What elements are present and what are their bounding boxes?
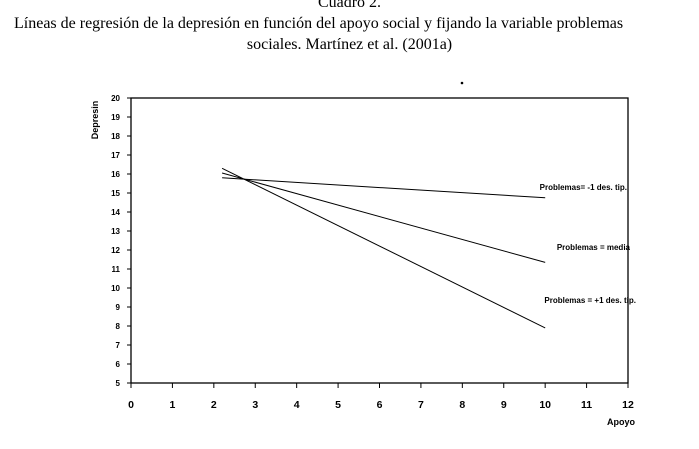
x-tick-label: 10 <box>539 399 551 411</box>
x-tick-label: 4 <box>294 399 300 411</box>
y-tick-label: 5 <box>116 379 121 388</box>
x-tick-label: 5 <box>335 399 341 411</box>
y-tick-label: 17 <box>111 151 120 160</box>
figure-caption-title: Cuadro 2. <box>317 0 382 11</box>
figure-caption-line-2: sociales. Martínez et al. (2001a) <box>246 36 453 53</box>
y-tick-label: 13 <box>111 227 120 236</box>
x-tick-label: 11 <box>581 399 592 411</box>
x-tick-label: 9 <box>501 399 507 411</box>
series-label-1: Problemas= -1 des. tip. <box>540 183 627 192</box>
y-tick-label: 10 <box>111 284 120 293</box>
chart-frame <box>130 97 629 384</box>
x-tick-label: 1 <box>169 399 175 411</box>
y-axis-label: Depresin <box>90 101 100 140</box>
y-axis-ticks: 5 6 7 8 9 10 11 12 13 14 15 16 17 18 19 20 <box>111 94 131 388</box>
regression-lines <box>221 167 546 329</box>
plot-area-border <box>130 97 629 384</box>
y-tick-label: 14 <box>111 208 120 217</box>
y-tick-label: 19 <box>111 113 120 122</box>
y-tick-label: 18 <box>111 132 120 141</box>
x-tick-label: 2 <box>211 399 217 411</box>
regression-line-2 <box>221 172 546 263</box>
y-tick-label: 11 <box>112 265 121 274</box>
y-tick-label: 12 <box>111 246 120 255</box>
x-tick-label: 7 <box>418 399 424 411</box>
y-tick-label: 9 <box>116 303 121 312</box>
series-label-3: Problemas = +1 des. tip. <box>544 296 636 305</box>
y-tick-label: 20 <box>111 94 120 103</box>
series-label-2: Problemas = media <box>557 243 631 252</box>
x-tick-label: 12 <box>622 399 634 411</box>
y-tick-label: 16 <box>111 170 120 179</box>
y-tick-label: 7 <box>116 341 121 350</box>
figure-caption-line-1: Líneas de regresión de la depresión en f… <box>14 15 624 32</box>
y-tick-label: 15 <box>111 189 120 198</box>
stray-dot <box>460 81 464 85</box>
x-tick-label: 0 <box>128 399 134 411</box>
x-axis-label: Apoyo <box>607 417 636 427</box>
x-tick-label: 3 <box>252 399 258 411</box>
x-axis-ticks: 0 1 2 3 4 5 6 7 8 9 10 11 12 <box>128 383 634 411</box>
regression-line-1 <box>222 177 546 199</box>
x-tick-label: 6 <box>377 399 383 411</box>
series-labels: Problemas= -1 des. tip. Problemas = media… <box>540 183 636 305</box>
y-tick-label: 8 <box>116 322 121 331</box>
x-tick-label: 8 <box>459 399 465 411</box>
y-tick-label: 6 <box>116 360 121 369</box>
regression-line-3 <box>221 167 546 329</box>
